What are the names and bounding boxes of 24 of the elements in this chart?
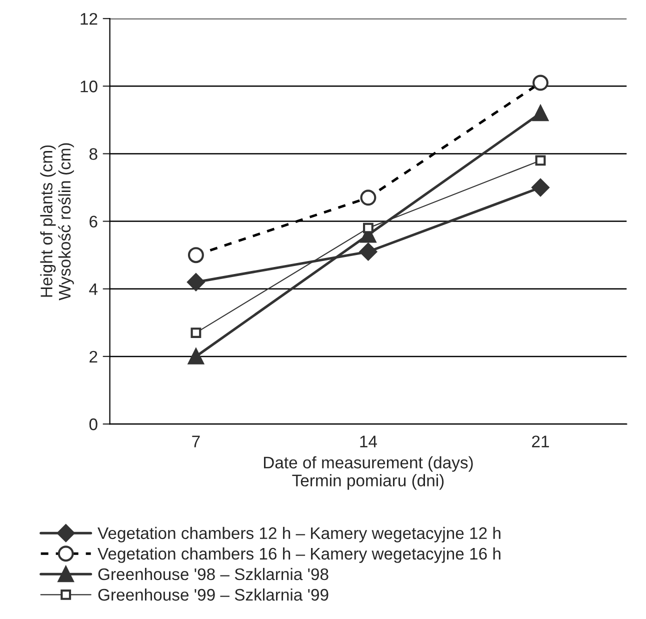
- y-tick-label: 0: [89, 418, 98, 430]
- point: [363, 222, 374, 234]
- point: [187, 273, 205, 292]
- x-tick-label: 14: [360, 436, 377, 448]
- point: [359, 242, 378, 261]
- point: [190, 328, 202, 338]
- x-tick-label: 21: [532, 436, 549, 448]
- y-tick-label: 8: [89, 148, 98, 160]
- y-tick-label: 2: [90, 350, 98, 362]
- point: [532, 105, 548, 122]
- point: [532, 178, 550, 196]
- x-tick-label: 7: [192, 436, 200, 448]
- point: [535, 155, 546, 166]
- y-tick-label: 12: [80, 12, 98, 25]
- legend-label: Vegetation chambers 16 h – Kamery wegetacyjne 16 h: [98, 547, 500, 563]
- x-axis-title: Date of measurement (days) Termin pomiaru (dni): [264, 456, 473, 490]
- legend-label: Greenhouse '98 – Szklarnia '98: [98, 568, 328, 580]
- y-axis-title: Height of plants (cm) Wysokość roślin (cm): [40, 143, 74, 300]
- legend-label: Vegetation chambers 12 h – Kamery wegetacyjne 12 h: [98, 526, 500, 542]
- y-tick-label: 4: [89, 283, 98, 295]
- y-tick-label: 10: [80, 80, 98, 92]
- y-tick-label: 6: [90, 216, 98, 228]
- legend-label: Greenhouse '99 – Szklarnia '99: [98, 588, 328, 601]
- point: [188, 348, 204, 364]
